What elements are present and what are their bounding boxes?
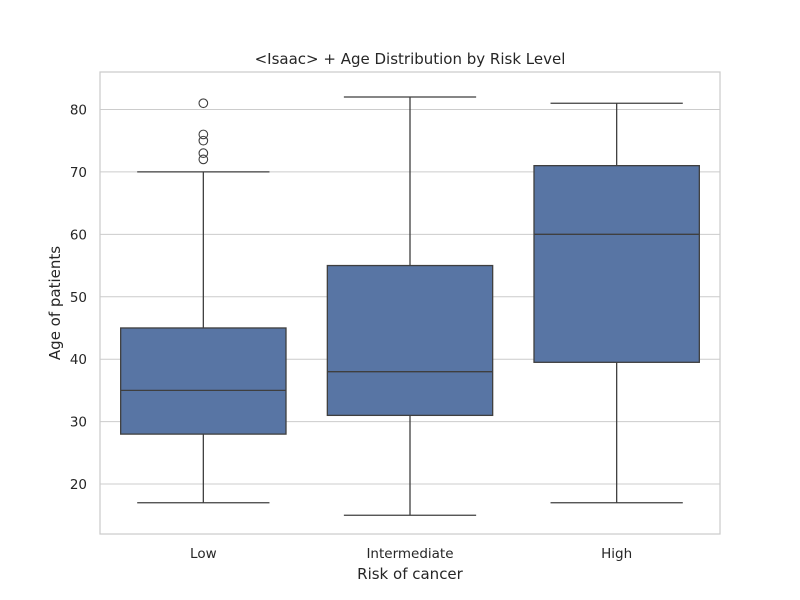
x-tick-labels: Low Intermediate High xyxy=(190,546,632,562)
outlier-point-low-75 xyxy=(198,135,209,146)
x-axis-label: Risk of cancer xyxy=(357,565,464,583)
y-tick-label-60: 60 xyxy=(70,227,87,243)
y-tick-label-70: 70 xyxy=(70,165,87,181)
outlier-point-low-72 xyxy=(198,154,209,165)
box-group-high xyxy=(533,102,700,504)
x-tick-label-high: High xyxy=(601,546,632,562)
y-tick-label-20: 20 xyxy=(70,477,87,493)
outlier-point-low-81 xyxy=(198,98,209,109)
box-high xyxy=(533,164,700,363)
y-tick-label-50: 50 xyxy=(70,290,87,306)
outlier-point-low-73 xyxy=(198,148,209,159)
plot-frame xyxy=(99,71,721,535)
x-tick-label-intermediate: Intermediate xyxy=(366,546,453,562)
y-tick-label-40: 40 xyxy=(70,352,87,368)
y-tick-labels: 20 30 40 50 60 70 80 xyxy=(70,102,87,493)
y-tick-label-30: 30 xyxy=(70,415,87,431)
box-low xyxy=(120,327,287,435)
chart-title: <Isaac> + Age Distribution by Risk Level xyxy=(255,50,566,68)
box-group-intermediate xyxy=(326,96,494,516)
x-tick-label-low: Low xyxy=(190,546,217,562)
y-axis-label: Age of patients xyxy=(46,246,64,360)
box-group-low xyxy=(120,98,287,504)
outlier-point-low-76 xyxy=(198,129,209,140)
y-tick-label-80: 80 xyxy=(70,102,87,118)
boxes xyxy=(120,96,700,516)
box-intermediate xyxy=(326,264,494,417)
